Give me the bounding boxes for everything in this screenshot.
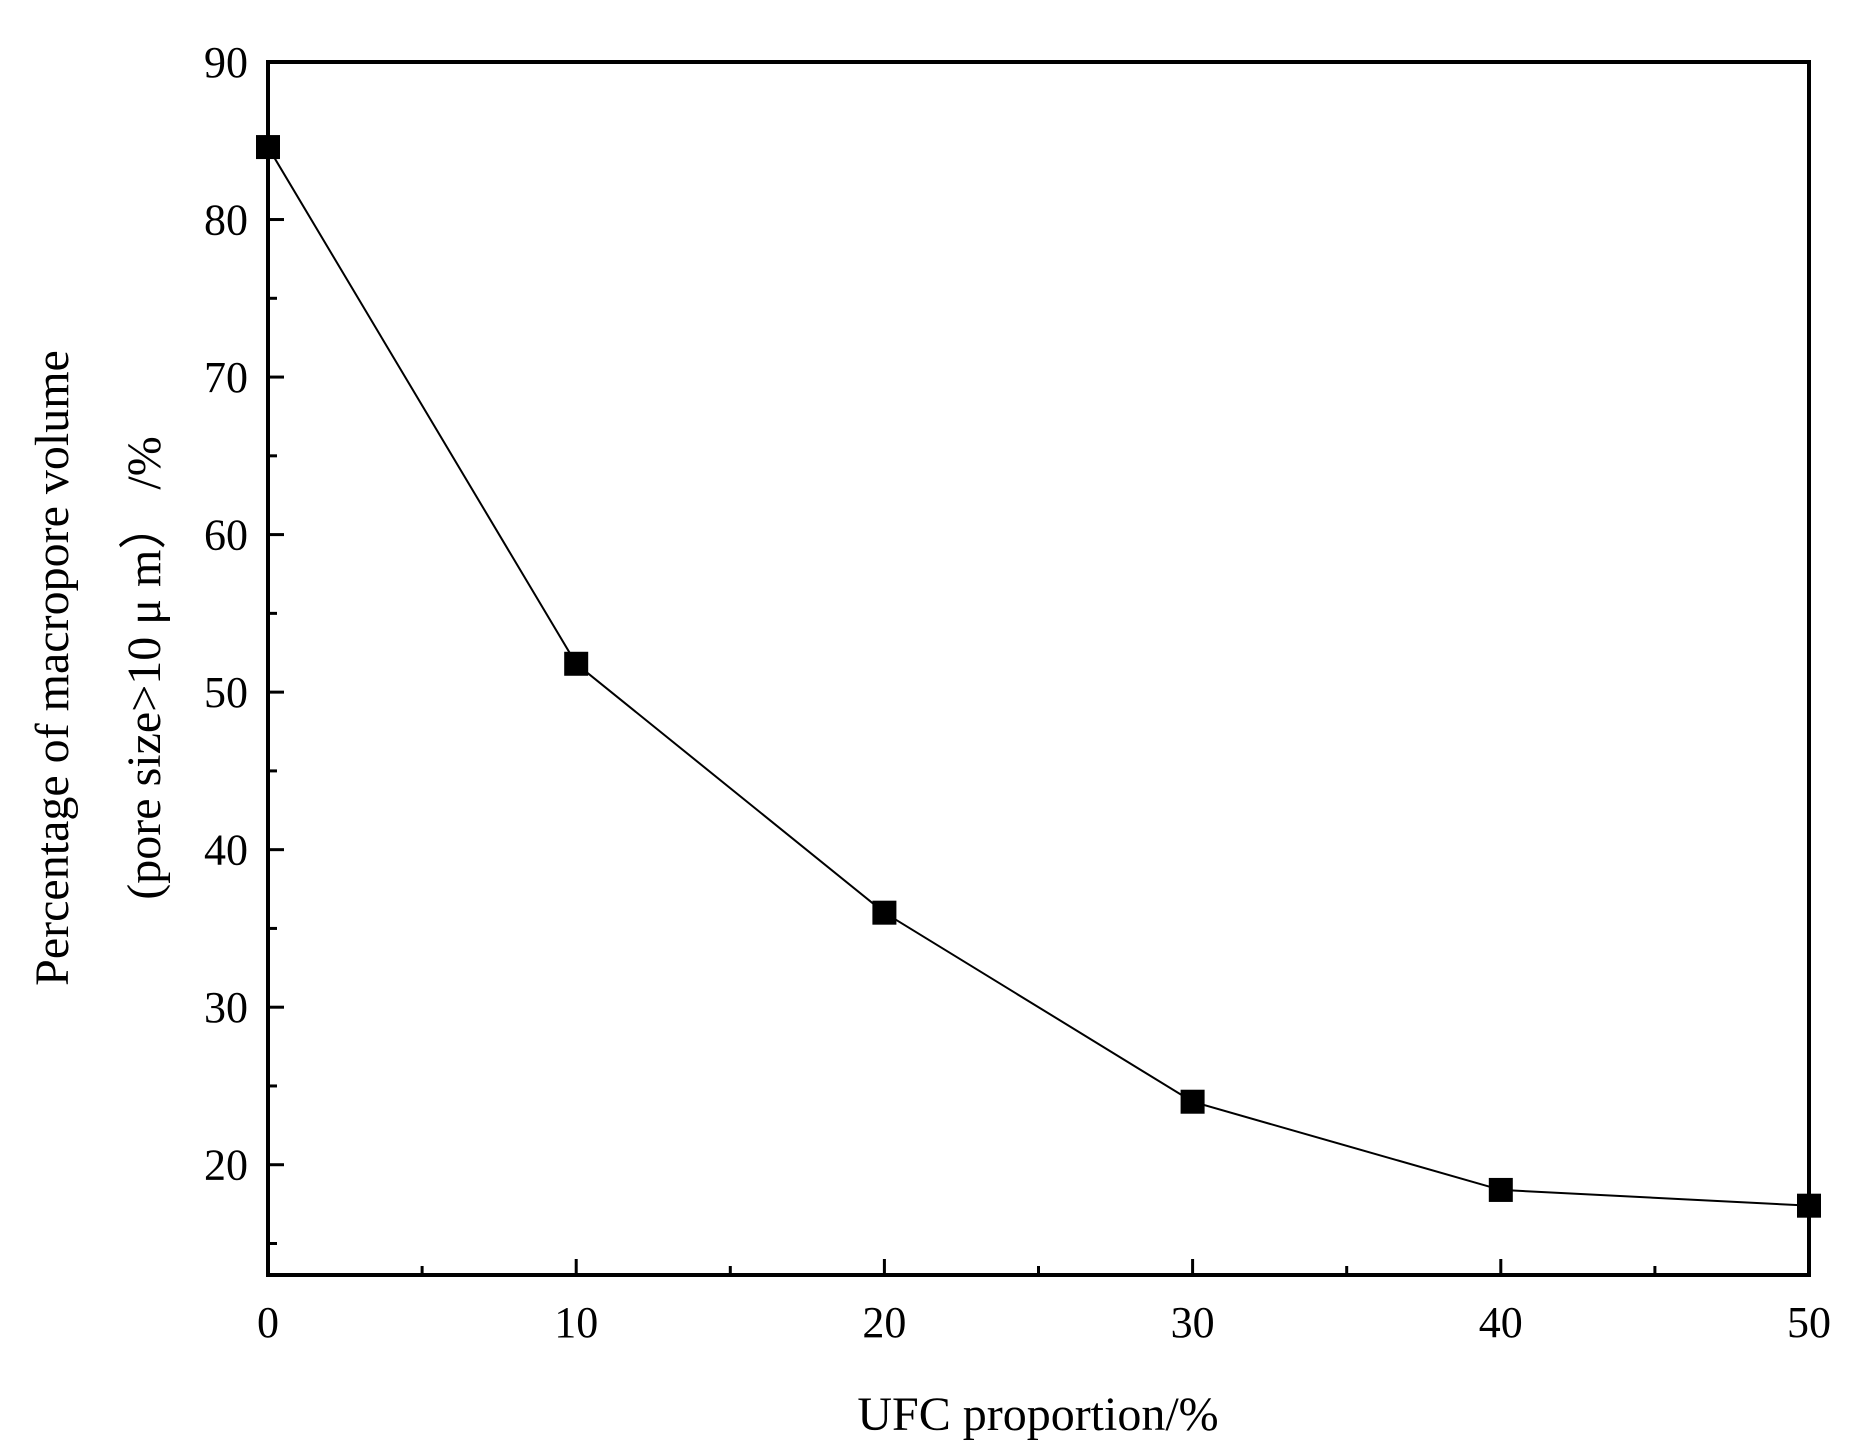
x-tick-label: 10	[554, 1298, 598, 1347]
x-tick-label: 20	[862, 1298, 906, 1347]
y-axis-title-line-1: Percentage of macropore volume	[26, 350, 79, 986]
data-point	[1797, 1193, 1821, 1218]
y-tick-label: 20	[204, 1141, 248, 1190]
plot-frame	[266, 60, 1811, 1277]
y-tick-label: 80	[204, 196, 248, 245]
data-point	[1488, 1177, 1513, 1202]
y-tick-label: 50	[204, 668, 248, 717]
data-point	[872, 900, 897, 925]
x-tick-label: 50	[1787, 1298, 1831, 1347]
series-line	[267, 146, 1810, 1207]
data-point	[256, 135, 280, 160]
ticks: 0 10 20 30 40 50 20 30 40 50 60 70 80 90	[204, 38, 1831, 1347]
y-tick-label: 60	[204, 511, 248, 560]
x-tick-label: 30	[1171, 1298, 1215, 1347]
y-tick-label: 90	[204, 38, 248, 87]
x-axis-title: UFC proportion/%	[857, 1388, 1218, 1441]
y-tick-label: 30	[204, 983, 248, 1032]
x-tick-label: 0	[257, 1298, 279, 1347]
y-tick-label: 70	[204, 353, 248, 402]
y-tick-label: 40	[204, 826, 248, 875]
data-point	[564, 651, 589, 676]
x-tick-label: 40	[1479, 1298, 1523, 1347]
y-axis-title-line-2: (pore size>10 μ m） /%	[118, 436, 171, 899]
data-point	[1180, 1089, 1205, 1114]
series	[256, 135, 1821, 1218]
